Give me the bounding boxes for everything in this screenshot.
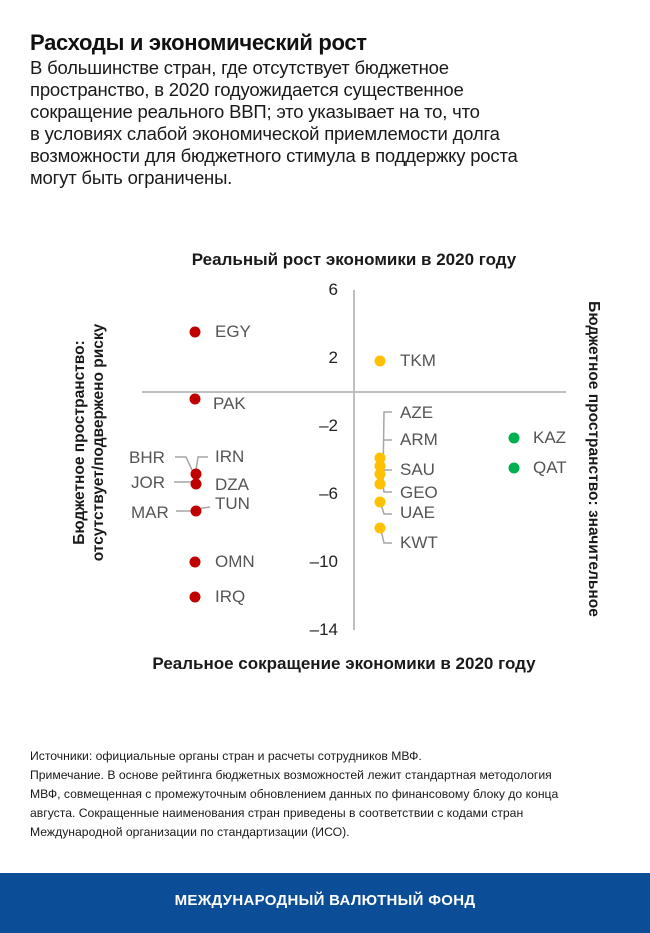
note-line: Примечание. В основе рейтинга бюджетных … bbox=[30, 768, 552, 782]
chart-bottom-axis-label: Реальное сокращение экономики в 2020 год… bbox=[152, 654, 536, 673]
point-label: KAZ bbox=[533, 428, 567, 447]
point-label: KWT bbox=[400, 533, 438, 552]
left-axis-label-line: отсутствует/подвержено риску bbox=[90, 323, 107, 562]
sources-line: Источники: официальные органы стран и ра… bbox=[30, 749, 422, 763]
subtitle-line: возможности для бюджетного стимула в под… bbox=[30, 145, 518, 166]
point-kaz bbox=[508, 432, 520, 444]
footer-banner: МЕЖДУНАРОДНЫЙ ВАЛЮТНЫЙ ФОНД bbox=[0, 873, 650, 933]
note-line: МВФ, совмещенная с промежуточным обновле… bbox=[30, 787, 559, 801]
point-arm bbox=[374, 460, 386, 472]
point-label: PAK bbox=[213, 394, 246, 413]
point-uae bbox=[374, 496, 386, 508]
point-label: QAT bbox=[533, 458, 567, 477]
subtitle-line: в условиях слабой экономической приемлем… bbox=[30, 123, 500, 144]
point-qat bbox=[508, 462, 520, 474]
point-bhr-irn bbox=[190, 468, 202, 480]
point-label: IRQ bbox=[215, 587, 246, 606]
org-name: МЕЖДУНАРОДНЫЙ ВАЛЮТНЫЙ ФОНД bbox=[174, 892, 476, 909]
point-label: EGY bbox=[215, 322, 251, 341]
y-tick: –6 bbox=[319, 484, 338, 503]
point-pak bbox=[189, 393, 201, 405]
subtitle-line: В большинстве стран, где отсутствует бюд… bbox=[30, 57, 449, 78]
note-line: Международной организации по стандартиза… bbox=[30, 825, 350, 839]
point-label: SAU bbox=[400, 460, 435, 479]
point-irq bbox=[189, 591, 201, 603]
point-label: ARM bbox=[400, 430, 438, 449]
point-egy bbox=[189, 326, 201, 338]
y-tick: 2 bbox=[328, 348, 338, 367]
y-tick: –10 bbox=[309, 552, 338, 571]
point-geo bbox=[374, 478, 386, 490]
point-label: DZA bbox=[215, 475, 249, 494]
point-label: BHR bbox=[129, 448, 165, 467]
point-tkm bbox=[374, 355, 386, 367]
subtitle-line: могут быть ограничены. bbox=[30, 167, 233, 188]
point-label: UAE bbox=[400, 503, 435, 522]
chart-subtitle: В большинстве стран, где отсутствует бюд… bbox=[30, 57, 630, 189]
subtitle-line: сокращение реального ВВП; это указывает … bbox=[30, 101, 480, 122]
y-tick: –2 bbox=[319, 416, 338, 435]
point-label: OMN bbox=[215, 552, 255, 571]
scatter-chart: Реальный рост экономики в 2020 году bbox=[0, 230, 650, 700]
chart-top-axis-label: Реальный рост экономики в 2020 году bbox=[191, 250, 517, 269]
point-omn bbox=[189, 556, 201, 568]
point-sau bbox=[374, 468, 386, 480]
point-label: TKM bbox=[400, 351, 436, 370]
chart-plot-area bbox=[142, 290, 566, 630]
point-mar-tun bbox=[190, 505, 202, 517]
series-no-fiscal-space bbox=[189, 326, 202, 603]
point-kwt bbox=[374, 522, 386, 534]
point-label: JOR bbox=[131, 473, 165, 492]
y-tick: 6 bbox=[328, 280, 338, 299]
point-label: MAR bbox=[131, 503, 169, 522]
right-axis-label: Бюджетное пространство: значительное bbox=[585, 301, 602, 617]
left-axis-label-line: Бюджетное пространство: bbox=[71, 340, 88, 545]
chart-notes: Источники: официальные органы стран и ра… bbox=[30, 747, 630, 842]
point-label: TUN bbox=[215, 494, 250, 513]
point-label: GEO bbox=[400, 483, 438, 502]
chart-title: Расходы и экономический рост bbox=[30, 30, 367, 55]
series-substantial-fiscal-space bbox=[508, 432, 520, 474]
point-label: AZE bbox=[400, 403, 434, 422]
subtitle-line: пространство, в 2020 годуожидается сущес… bbox=[30, 79, 464, 100]
point-label: IRN bbox=[215, 447, 245, 466]
point-aze bbox=[374, 452, 386, 464]
y-tick: –14 bbox=[309, 620, 338, 639]
note-line: августа. Сокращенные наименования стран … bbox=[30, 806, 524, 820]
series-moderate-fiscal-space bbox=[374, 355, 386, 534]
point-jor-dza bbox=[190, 478, 202, 490]
